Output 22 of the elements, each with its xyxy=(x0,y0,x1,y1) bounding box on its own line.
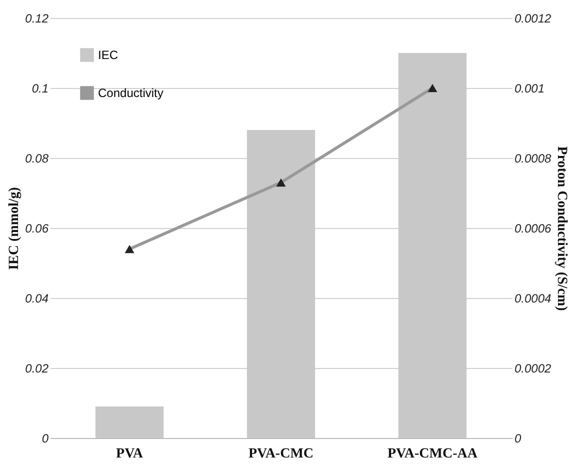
y-tick-label: 0 xyxy=(42,432,49,446)
y2-axis-title: Proton Conductivity (S/cm) xyxy=(554,146,570,312)
y2-tick-label: 0.0002 xyxy=(514,362,552,376)
y-tick-label: 0.02 xyxy=(25,362,49,376)
y2-tick-label: 0.0012 xyxy=(514,12,552,26)
y-tick-label: 0.12 xyxy=(25,12,49,26)
x-tick-label: PVA-CMC-AA xyxy=(388,446,478,462)
y2-tick-label: 0.0004 xyxy=(514,292,552,306)
y-tick-label: 0.04 xyxy=(25,292,49,306)
legend-label: Conductivity xyxy=(98,86,164,100)
x-tick-label: PVA xyxy=(116,446,144,462)
y-tick-label: 0.1 xyxy=(32,82,48,96)
bar xyxy=(95,406,164,438)
y-axis-title: IEC (mmol/g) xyxy=(7,186,22,270)
y2-tick-label: 0 xyxy=(514,432,522,446)
y2-tick-label: 0.001 xyxy=(514,82,545,96)
x-tick-label: PVA-CMC xyxy=(248,446,314,462)
y2-tick-label: 0.0008 xyxy=(514,152,552,166)
y-tick-label: 0.06 xyxy=(25,222,49,236)
y2-tick-label: 0.0006 xyxy=(514,222,552,236)
legend-label: IEC xyxy=(98,48,118,62)
y-tick-label: 0.08 xyxy=(25,152,49,166)
